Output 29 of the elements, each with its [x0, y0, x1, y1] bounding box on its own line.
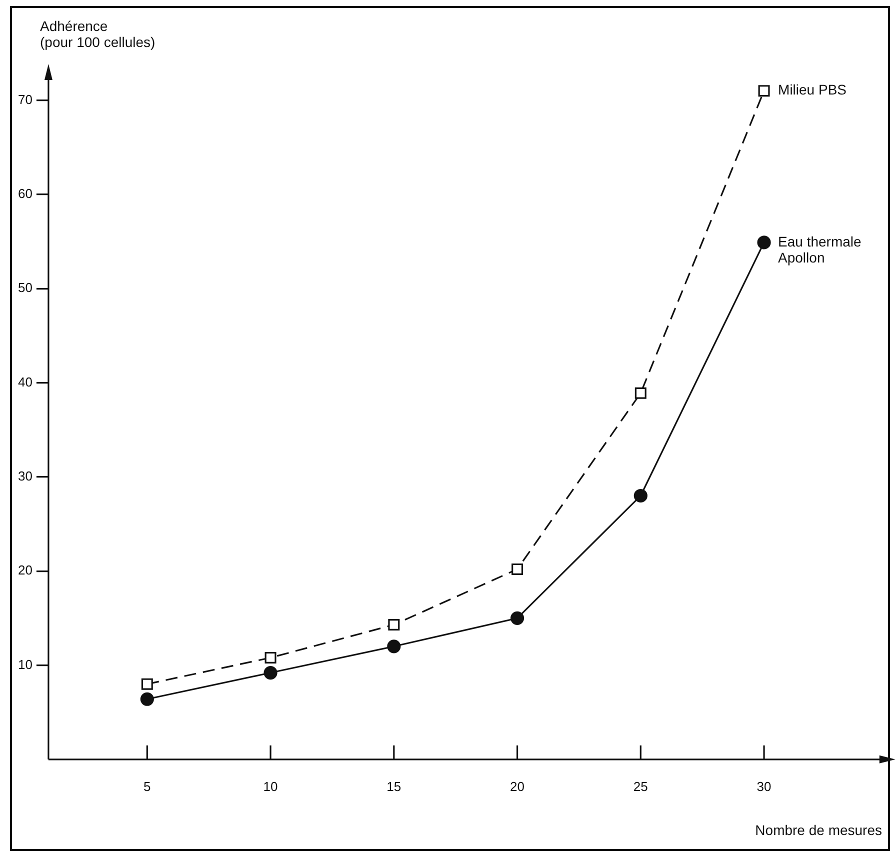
y-tick-label: 40 [18, 374, 32, 390]
point [634, 488, 648, 503]
y-tick-label: 20 [18, 562, 32, 578]
x-tick-label: 20 [510, 778, 525, 794]
point [140, 692, 154, 706]
x-tick-label: 5 [144, 778, 151, 794]
y-tick-label: 30 [18, 468, 32, 484]
y-tick-label: 60 [18, 186, 32, 201]
series-label: Milieu PBS [778, 82, 846, 98]
x-tick-label: 30 [756, 778, 772, 794]
point [758, 85, 770, 97]
x-tick-label: 10 [263, 778, 278, 794]
y-axis-title: Adhérence (pour 100 cellules) [40, 18, 156, 50]
point [264, 652, 276, 664]
y-tick-label: 50 [18, 280, 32, 296]
point [510, 611, 524, 625]
x-tick-label: 15 [386, 778, 402, 794]
point [634, 387, 646, 399]
series-label: Eau thermale Apollon [778, 233, 862, 266]
point [388, 618, 400, 630]
point [512, 563, 524, 575]
x-axis-title: Nombre de mesures [755, 822, 882, 838]
x-tick-label: 25 [633, 778, 648, 794]
y-tick-label: 10 [18, 656, 32, 672]
y-tick-label: 70 [18, 92, 32, 107]
point [757, 236, 771, 250]
point [264, 666, 278, 680]
point [387, 640, 401, 654]
point [141, 678, 153, 690]
